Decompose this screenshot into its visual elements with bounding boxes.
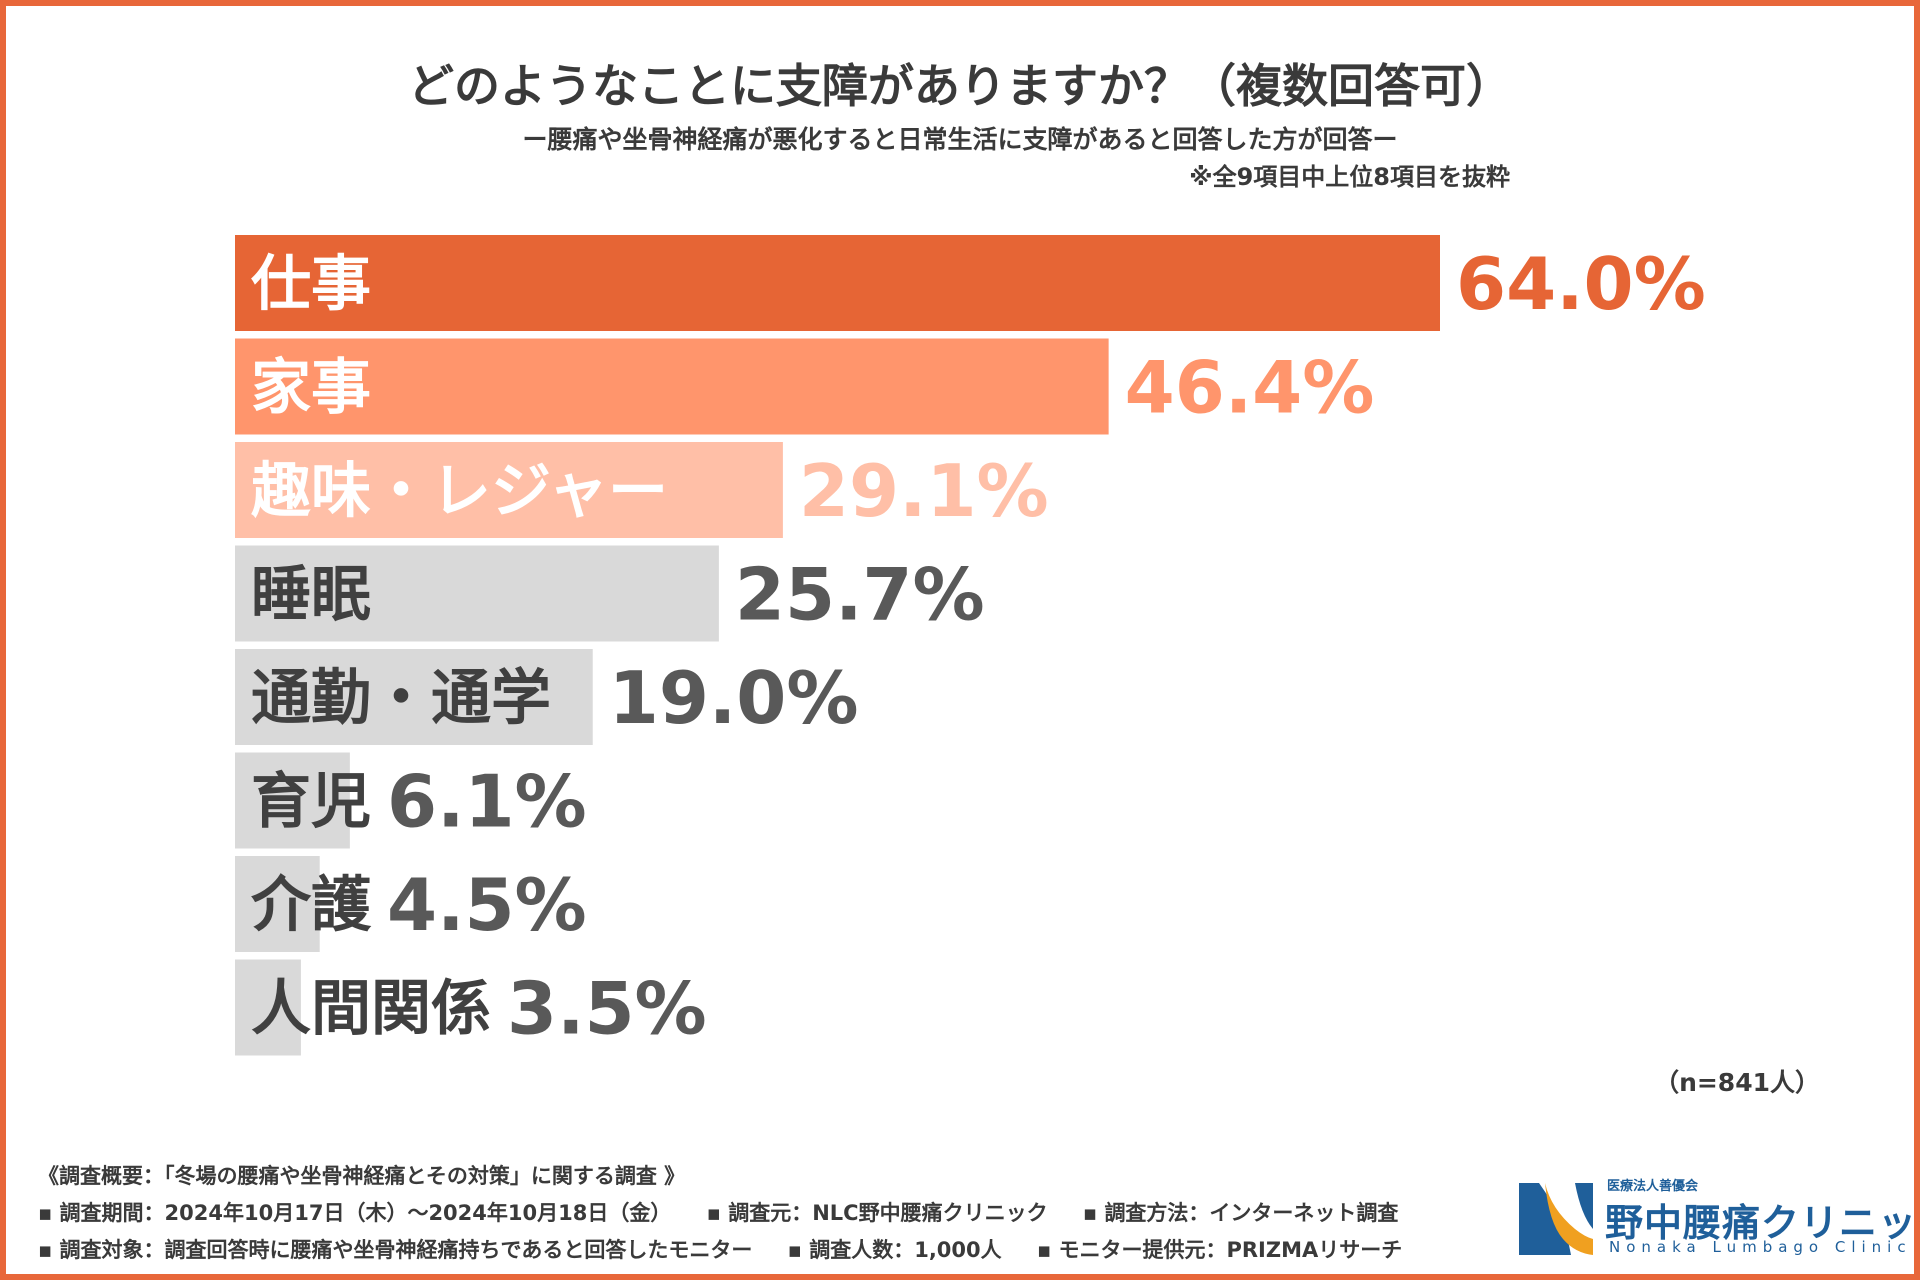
- chart-title: どのようなことに支障がありますか？（複数回答可）: [408, 59, 1512, 113]
- category-label-4: 睡眠: [251, 560, 371, 630]
- category-label-7: 介護: [251, 871, 372, 941]
- clinic-name: 野中腰痛クリニック: [1605, 1201, 1920, 1245]
- footer-heading: 《調査概要：「冬場の腰痛や坐骨神経痛とその対策」に関する調査 》: [38, 1164, 686, 1188]
- value-label-2: 46.4%: [1125, 345, 1375, 429]
- bar-3: [235, 442, 783, 538]
- clinic-logo: 医療法人善優会 野中腰痛クリニック Nonaka Lumbago Clinic: [1515, 1175, 1920, 1260]
- value-label-1: 64.0%: [1456, 242, 1706, 326]
- survey-target: 調査対象：調査回答時に腰痛や坐骨神経痛持ちであると回答したモニター: [38, 1238, 752, 1262]
- value-label-5: 19.0%: [609, 656, 859, 740]
- bar-6: [235, 752, 350, 849]
- value-label-8: 3.5%: [507, 966, 707, 1050]
- value-label-4: 25.7%: [735, 552, 985, 636]
- category-label-8: 人間関係: [251, 974, 491, 1044]
- chart-note: ※全9項目中上位8項目を抜粋: [1189, 163, 1510, 191]
- survey-footer: 《調査概要：「冬場の腰痛や坐骨神経痛とその対策」に関する調査 》 調査期間：20…: [38, 1158, 1430, 1269]
- survey-respondents: 調査人数：1,000人: [788, 1238, 1002, 1262]
- bar-4: [235, 545, 719, 642]
- bar-1: [235, 235, 1440, 331]
- survey-method: 調査方法：インターネット調査: [1083, 1201, 1399, 1225]
- category-label-1: 仕事: [251, 250, 371, 320]
- category-label-6: 育児: [251, 767, 371, 837]
- value-label-7: 4.5%: [387, 863, 587, 947]
- bar-7: [235, 856, 320, 952]
- chart-subtitle: ー腰痛や坐骨神経痛が悪化すると日常生活に支障があると回答した方が回答ー: [522, 125, 1398, 154]
- survey-period: 調査期間：2024年10月17日（木）～2024年10月18日（金）: [38, 1201, 671, 1225]
- category-label-2: 家事: [251, 353, 371, 423]
- value-label-6: 6.1%: [387, 759, 587, 843]
- value-label-3: 29.1%: [799, 449, 1049, 533]
- sample-size: （n=841人）: [1654, 1068, 1820, 1097]
- category-label-5: 通勤・通学: [251, 664, 551, 734]
- footer-row-2: 調査対象：調査回答時に腰痛や坐骨神経痛持ちであると回答したモニター 調査人数：1…: [38, 1232, 1430, 1269]
- category-label-3: 趣味・レジャー: [251, 457, 668, 527]
- clinic-logo-icon: [1519, 1183, 1593, 1255]
- footer-row-1: 調査期間：2024年10月17日（木）～2024年10月18日（金） 調査元：N…: [38, 1195, 1430, 1232]
- survey-source: 調査元：NLC野中腰痛クリニック: [707, 1201, 1048, 1225]
- bar-5: [235, 649, 593, 745]
- bar-chart: 仕事 64.0% 家事 46.4% 趣味・レジャー 29.1% 睡眠 25.7% 通勤・通学 19…: [235, 235, 1706, 1056]
- bar-2: [235, 338, 1109, 435]
- survey-provider: モニター提供元：PRIZMAリサーチ: [1037, 1238, 1402, 1262]
- bar-8: [235, 959, 301, 1056]
- clinic-name-en: Nonaka Lumbago Clinic: [1609, 1238, 1912, 1256]
- clinic-corp-name: 医療法人善優会: [1607, 1179, 1699, 1194]
